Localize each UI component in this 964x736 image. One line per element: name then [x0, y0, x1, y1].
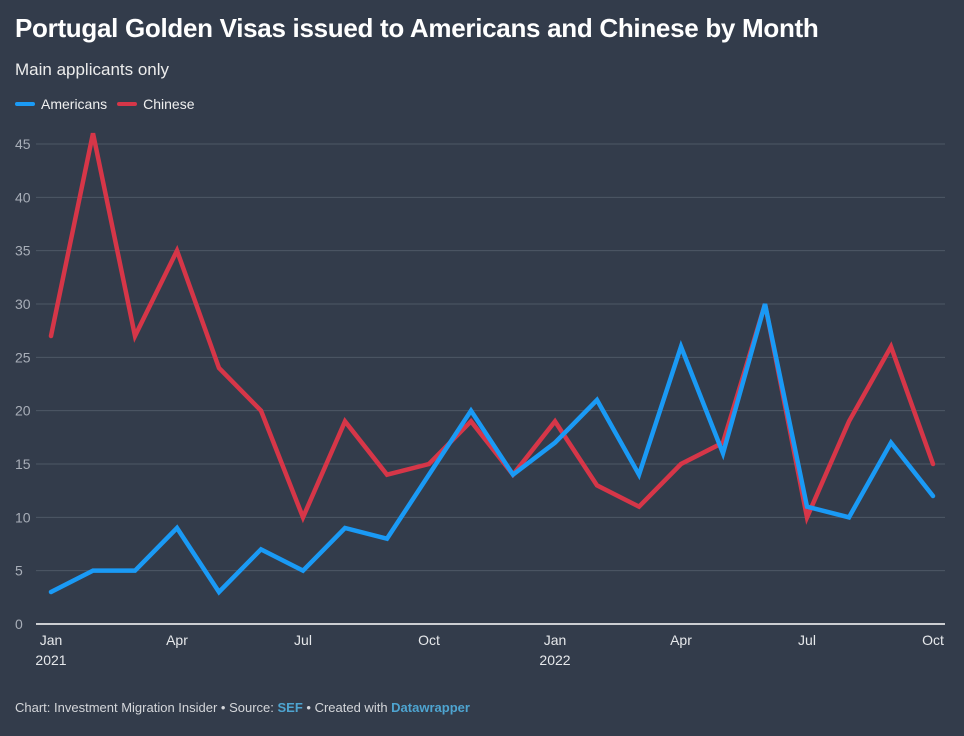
y-tick-label: 40	[15, 189, 31, 205]
footer-middle: • Created with	[302, 700, 392, 715]
y-tick-label: 30	[15, 296, 31, 312]
x-tick-year-label: 2021	[35, 652, 66, 668]
x-tick-label: Apr	[166, 632, 188, 648]
footer-credit: Chart: Investment Migration Insider • So…	[15, 700, 278, 715]
legend-label-americans: Americans	[41, 96, 108, 112]
legend-swatch-americans	[15, 102, 35, 106]
y-tick-label: 45	[15, 136, 31, 152]
legend-item-americans: Americans	[15, 96, 107, 112]
series-americans	[48, 303, 936, 596]
chart-title: Portugal Golden Visas issued to American…	[15, 13, 819, 43]
x-tick-year-label: 2022	[539, 652, 570, 668]
y-tick-label: 0	[15, 616, 23, 632]
y-tick-label: 20	[15, 403, 31, 419]
y-tick-label: 35	[15, 243, 31, 259]
legend: Americans Chinese	[15, 96, 195, 112]
x-tick-label: Jul	[798, 632, 816, 648]
x-tick-label: Oct	[418, 632, 440, 648]
chart-subtitle: Main applicants only	[15, 60, 170, 79]
line-chinese	[48, 132, 936, 525]
x-tick-label: Jul	[294, 632, 312, 648]
series-lines	[48, 132, 936, 596]
x-tick-label: Oct	[922, 632, 944, 648]
legend-item-chinese: Chinese	[117, 96, 195, 112]
x-tick-label: Jan	[40, 632, 63, 648]
x-tick-label: Jan	[544, 632, 567, 648]
series-chinese	[48, 132, 936, 525]
y-axis: 0 5 10 15 20 25 30 35 40 45	[15, 136, 31, 632]
line-chart: 0 5 10 15 20 25 30 35 40 45 Jan 2021 Apr Jul Oct Jan 20…	[15, 132, 945, 668]
y-tick-label: 15	[15, 456, 31, 472]
x-axis: Jan 2021 Apr Jul Oct Jan 2022 Apr Jul Oct	[35, 632, 944, 668]
line-americans	[48, 303, 936, 596]
source-link[interactable]: SEF	[277, 700, 303, 715]
legend-swatch-chinese	[117, 102, 138, 106]
y-tick-label: 25	[15, 349, 31, 365]
legend-label-chinese: Chinese	[143, 96, 195, 112]
gridlines	[36, 143, 945, 625]
chart-footer: Chart: Investment Migration Insider • So…	[15, 700, 470, 715]
y-tick-label: 10	[15, 509, 31, 525]
datawrapper-link[interactable]: Datawrapper	[391, 700, 470, 715]
x-tick-label: Apr	[670, 632, 692, 648]
y-tick-label: 5	[15, 563, 23, 579]
